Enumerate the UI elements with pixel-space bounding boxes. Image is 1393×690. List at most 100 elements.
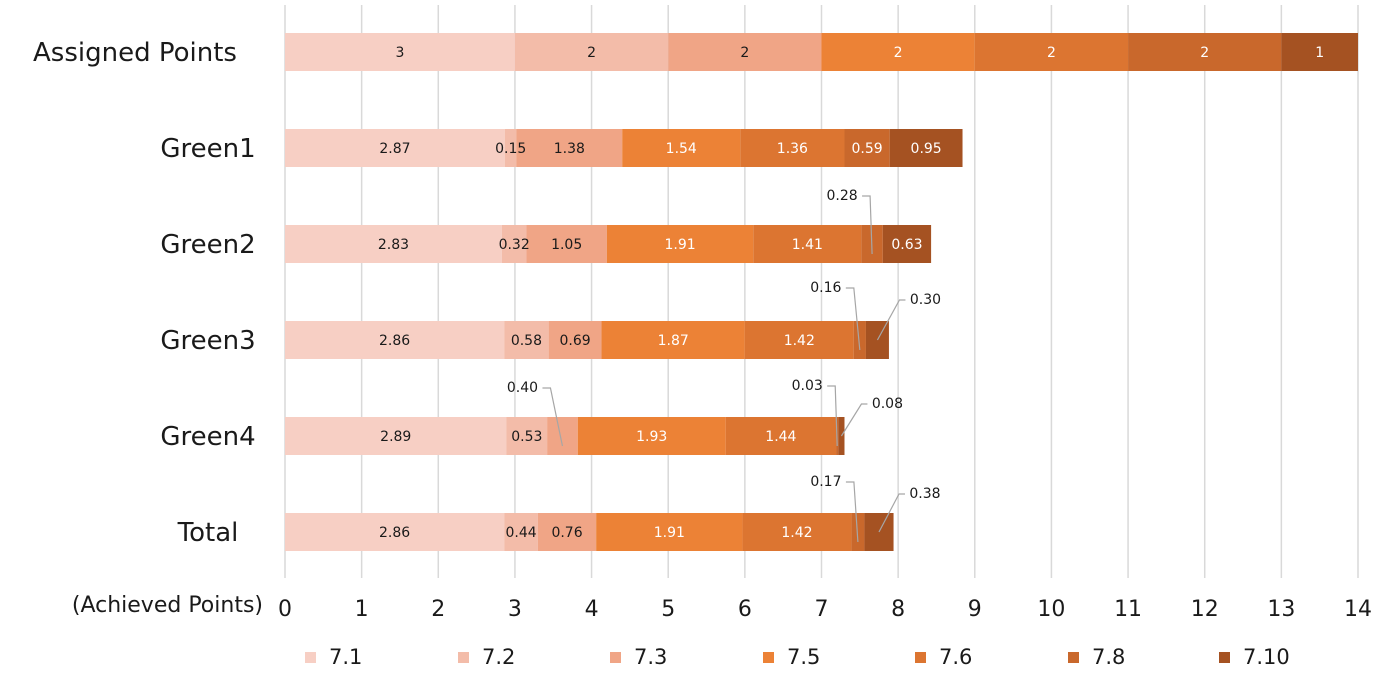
x-tick-label: 4 [585, 597, 599, 622]
leader-line [845, 481, 859, 543]
legend-label: 7.10 [1243, 645, 1290, 669]
segment-label: 1 [1315, 45, 1324, 61]
segment-label: 3 [396, 45, 405, 61]
legend-swatch [610, 652, 621, 663]
leader-line [840, 403, 868, 437]
segment-label: 0.76 [551, 525, 582, 541]
segment-label: 1.42 [784, 333, 815, 349]
bar-segment [285, 321, 505, 359]
bar-segment [974, 33, 1129, 71]
segment-label: 2.86 [379, 525, 410, 541]
segment-label: 0.44 [505, 525, 536, 541]
x-tick-label: 0 [278, 597, 292, 622]
callout-label: 0.03 [792, 378, 823, 394]
segment-label: 2.86 [379, 333, 410, 349]
legend-label: 7.8 [1092, 645, 1125, 669]
segment-label: 1.42 [781, 525, 812, 541]
bar-segment [882, 225, 932, 263]
x-tick-label: 8 [891, 597, 905, 622]
bar-segment [844, 129, 890, 167]
leader-line [542, 387, 564, 447]
bar-segment [506, 417, 548, 455]
segment-label: 0.63 [891, 237, 922, 253]
category-label: Green2 [160, 230, 255, 260]
segment-label: 1.38 [554, 141, 585, 157]
segment-label: 2 [587, 45, 596, 61]
legend-label: 7.1 [329, 645, 362, 669]
bar-segment [285, 129, 505, 167]
bar-segment [516, 129, 623, 167]
segment-label: 1.91 [654, 525, 685, 541]
category-labels: Assigned Points Green1 Green2 Green3 Green4 T… [33, 38, 256, 548]
legend-label: 7.6 [939, 645, 972, 669]
gridlines [284, 5, 1359, 578]
legend-swatch [458, 652, 469, 663]
x-tick-label: 1 [355, 597, 369, 622]
x-tick-label: 6 [738, 597, 752, 622]
leader-line [827, 385, 838, 447]
bar-segment [285, 417, 507, 455]
legend-swatch [915, 652, 926, 663]
callout-label: 0.08 [872, 396, 903, 412]
legend-swatch [1219, 652, 1230, 663]
x-tick-label: 13 [1267, 597, 1295, 622]
callout-label: 0.16 [810, 280, 841, 296]
segment-label: 0.58 [511, 333, 542, 349]
bar-segment [851, 513, 865, 551]
bar-segment [504, 321, 549, 359]
bar-segment [753, 225, 862, 263]
segment-label: 1.05 [551, 237, 582, 253]
segment-label: 2 [1200, 45, 1209, 61]
segment-labels: 3 2 2 2 2 2 1 2.87 0.15 1.38 1.54 1.36 0.59 0.95 2.83 0… [378, 45, 1324, 541]
bar-segment [853, 321, 866, 359]
segment-label: 0.53 [511, 429, 542, 445]
bar-segment [547, 417, 578, 455]
category-label: Green3 [160, 326, 255, 356]
legend-label: 7.5 [787, 645, 820, 669]
segment-label: 1.44 [765, 429, 796, 445]
legend-label: 7.3 [634, 645, 667, 669]
segment-label: 0.32 [499, 237, 530, 253]
segment-label: 1.91 [665, 237, 696, 253]
x-tick-label: 9 [968, 597, 982, 622]
bar-segment [622, 129, 741, 167]
bar-segment [577, 417, 726, 455]
x-axis: (Achieved Points) 0 1 2 3 4 5 6 7 8 9 10 11 12 13 14 [72, 593, 1372, 622]
bar-segment [285, 225, 502, 263]
x-axis-title: (Achieved Points) [72, 593, 263, 618]
bar-segment [889, 129, 963, 167]
bar-segment [537, 513, 597, 551]
bar-segment [668, 33, 822, 71]
x-tick-label: 5 [661, 597, 675, 622]
bar-segment [1281, 33, 1358, 71]
bar-segment [514, 33, 669, 71]
bars [285, 33, 1358, 551]
x-tick-label: 10 [1037, 597, 1065, 622]
category-label: Green4 [160, 422, 255, 452]
legend-swatch [305, 652, 316, 663]
segment-label: 0.59 [852, 141, 883, 157]
callout-label: 0.28 [826, 188, 857, 204]
segment-label: 0.95 [911, 141, 942, 157]
callout-labels: 0.28 0.16 0.30 0.40 0.03 0.08 0.17 0.38 [507, 188, 941, 543]
bar-segment [285, 513, 505, 551]
x-tick-label: 7 [815, 597, 829, 622]
bar-segment [1128, 33, 1282, 71]
callout-label: 0.40 [507, 380, 538, 396]
segment-label: 1.41 [792, 237, 823, 253]
segment-label: 1.87 [658, 333, 689, 349]
bar-segment [548, 321, 602, 359]
legend-label: 7.2 [482, 645, 515, 669]
x-tick-label: 12 [1191, 597, 1219, 622]
leader-line [878, 493, 905, 533]
bar-segment [285, 33, 515, 71]
x-tick-label: 3 [508, 597, 522, 622]
bar-segment [725, 417, 837, 455]
x-tick-label: 14 [1344, 597, 1372, 622]
bar-segment [601, 321, 745, 359]
callout-label: 0.38 [909, 486, 940, 502]
category-label: Assigned Points [33, 38, 237, 68]
segment-label: 0.69 [560, 333, 591, 349]
category-label: Total [177, 518, 239, 548]
